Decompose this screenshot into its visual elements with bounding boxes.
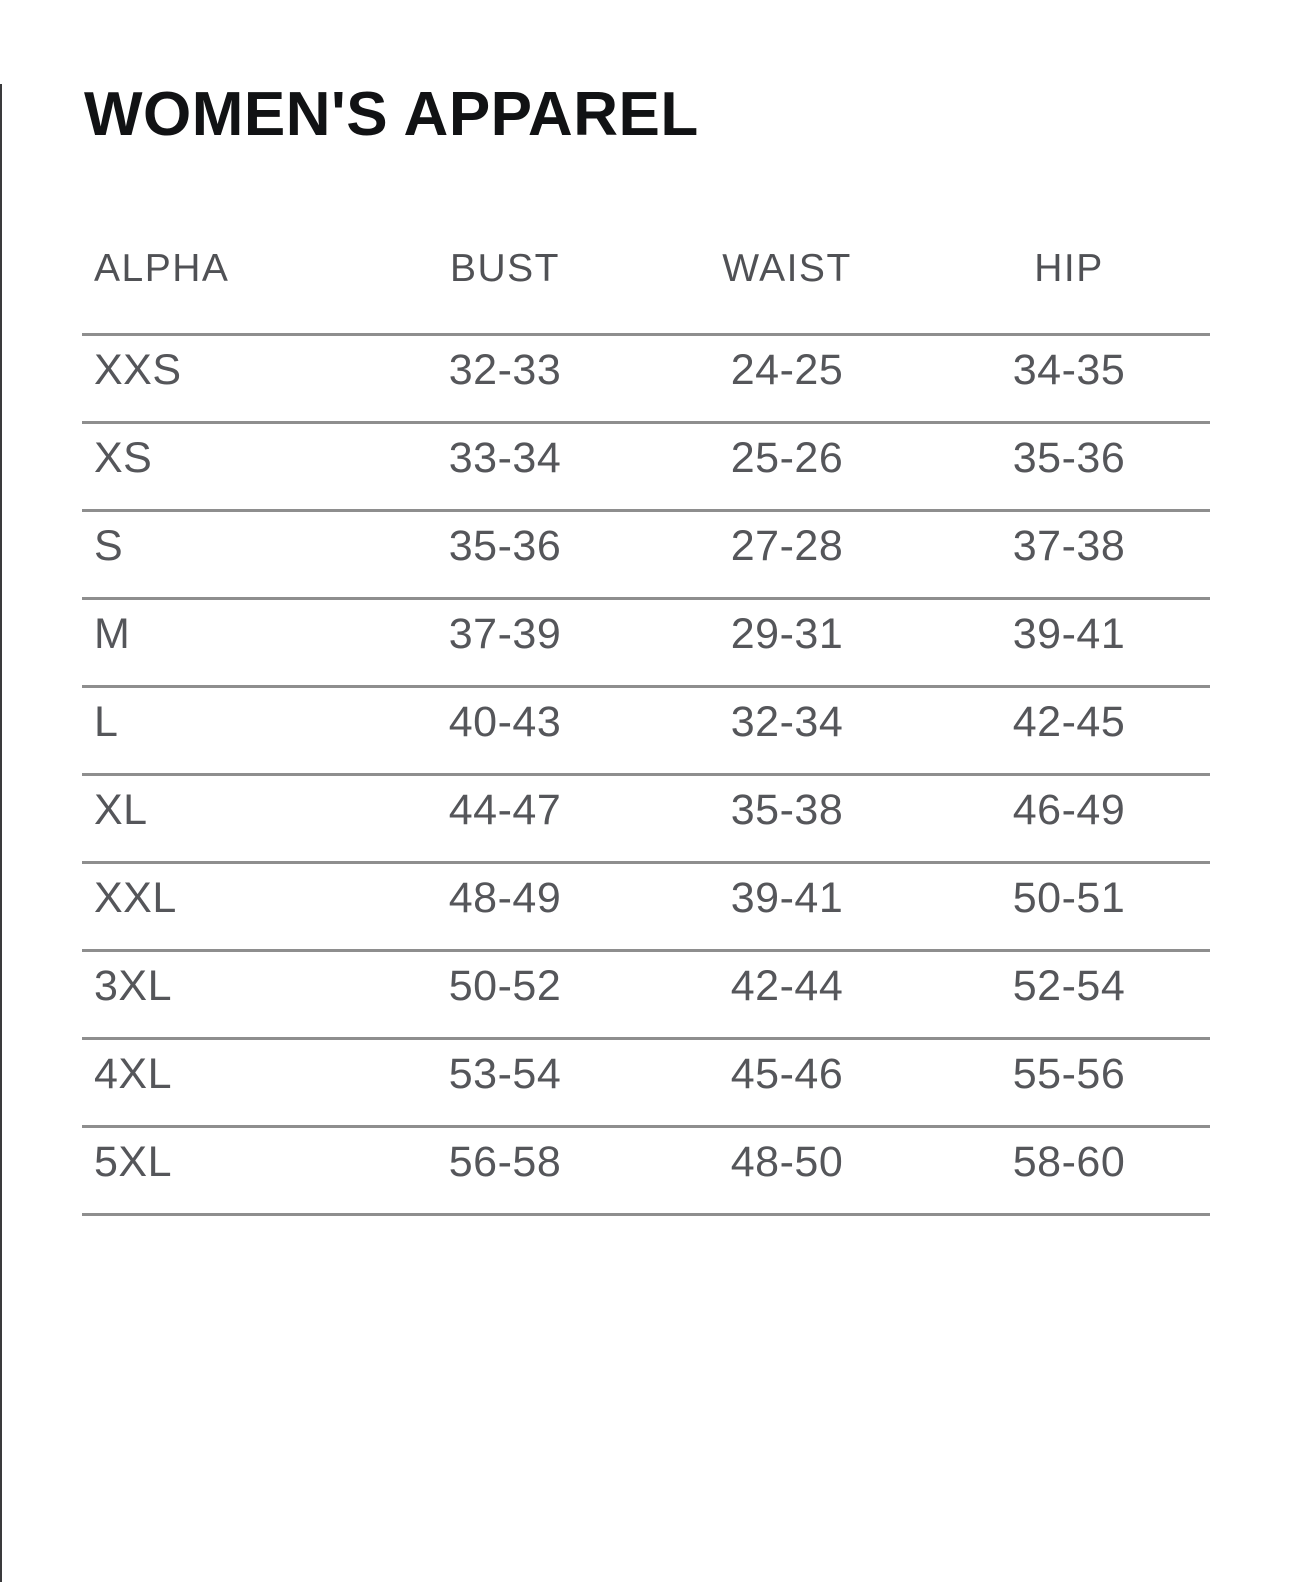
cell-alpha-size: XL bbox=[94, 785, 148, 834]
column-header-bust: BUST bbox=[449, 247, 560, 290]
size-guide-page: WOMEN'S APPAREL ALPHA BUST WAIST HIP XXS… bbox=[0, 84, 1290, 1216]
size-chart-table: ALPHA BUST WAIST HIP XXS 32-33 24-25 34-… bbox=[82, 249, 1210, 1216]
cell-bust-range: 33-34 bbox=[448, 433, 562, 482]
cell-bust-range: 32-33 bbox=[448, 345, 562, 394]
cell-hip-range: 50-51 bbox=[1012, 873, 1126, 922]
column-header-waist: WAIST bbox=[722, 247, 852, 290]
cell-bust-range: 56-58 bbox=[448, 1137, 562, 1186]
table-body: XXS 32-33 24-25 34-35 XS 33-34 25-26 35-… bbox=[82, 336, 1210, 1216]
column-header-hip: HIP bbox=[1034, 247, 1104, 290]
table-row: 3XL 50-52 42-44 52-54 bbox=[82, 952, 1210, 1040]
cell-hip-range: 34-35 bbox=[1012, 345, 1126, 394]
cell-waist-range: 25-26 bbox=[730, 433, 844, 482]
table-header-row: ALPHA BUST WAIST HIP bbox=[82, 249, 1210, 336]
cell-hip-range: 37-38 bbox=[1012, 521, 1126, 570]
column-header-alpha: ALPHA bbox=[94, 247, 230, 290]
cell-hip-range: 52-54 bbox=[1012, 961, 1126, 1010]
cell-waist-range: 27-28 bbox=[730, 521, 844, 570]
cell-waist-range: 48-50 bbox=[730, 1137, 844, 1186]
cell-hip-range: 58-60 bbox=[1012, 1137, 1126, 1186]
cell-waist-range: 45-46 bbox=[730, 1049, 844, 1098]
cell-hip-range: 55-56 bbox=[1012, 1049, 1126, 1098]
cell-hip-range: 35-36 bbox=[1012, 433, 1126, 482]
cell-bust-range: 53-54 bbox=[448, 1049, 562, 1098]
cell-hip-range: 46-49 bbox=[1012, 785, 1126, 834]
cell-waist-range: 29-31 bbox=[730, 609, 844, 658]
cell-bust-range: 50-52 bbox=[448, 961, 562, 1010]
table-row: 4XL 53-54 45-46 55-56 bbox=[82, 1040, 1210, 1128]
cell-waist-range: 32-34 bbox=[730, 697, 844, 746]
cell-bust-range: 44-47 bbox=[448, 785, 562, 834]
table-row: XXS 32-33 24-25 34-35 bbox=[82, 336, 1210, 424]
table-row: XL 44-47 35-38 46-49 bbox=[82, 776, 1210, 864]
cell-waist-range: 35-38 bbox=[730, 785, 844, 834]
cell-alpha-size: XS bbox=[94, 433, 153, 482]
table-row: XS 33-34 25-26 35-36 bbox=[82, 424, 1210, 512]
cell-alpha-size: XXS bbox=[94, 345, 182, 394]
cell-hip-range: 39-41 bbox=[1012, 609, 1126, 658]
cell-waist-range: 42-44 bbox=[730, 961, 844, 1010]
table-row: XXL 48-49 39-41 50-51 bbox=[82, 864, 1210, 952]
table-row: 5XL 56-58 48-50 58-60 bbox=[82, 1128, 1210, 1216]
cell-bust-range: 37-39 bbox=[448, 609, 562, 658]
cell-alpha-size: 4XL bbox=[94, 1049, 173, 1098]
cell-alpha-size: S bbox=[94, 521, 124, 570]
cell-waist-range: 24-25 bbox=[730, 345, 844, 394]
cell-bust-range: 48-49 bbox=[448, 873, 562, 922]
cell-alpha-size: XXL bbox=[94, 873, 177, 922]
cell-waist-range: 39-41 bbox=[730, 873, 844, 922]
table-row: M 37-39 29-31 39-41 bbox=[82, 600, 1210, 688]
left-edge-border bbox=[0, 84, 2, 1582]
cell-bust-range: 40-43 bbox=[448, 697, 562, 746]
cell-alpha-size: L bbox=[94, 697, 119, 746]
cell-hip-range: 42-45 bbox=[1012, 697, 1126, 746]
cell-alpha-size: 5XL bbox=[94, 1137, 173, 1186]
cell-alpha-size: M bbox=[94, 609, 131, 658]
page-title: WOMEN'S APPAREL bbox=[84, 80, 699, 149]
cell-bust-range: 35-36 bbox=[448, 521, 562, 570]
table-row: L 40-43 32-34 42-45 bbox=[82, 688, 1210, 776]
table-row: S 35-36 27-28 37-38 bbox=[82, 512, 1210, 600]
cell-alpha-size: 3XL bbox=[94, 961, 173, 1010]
